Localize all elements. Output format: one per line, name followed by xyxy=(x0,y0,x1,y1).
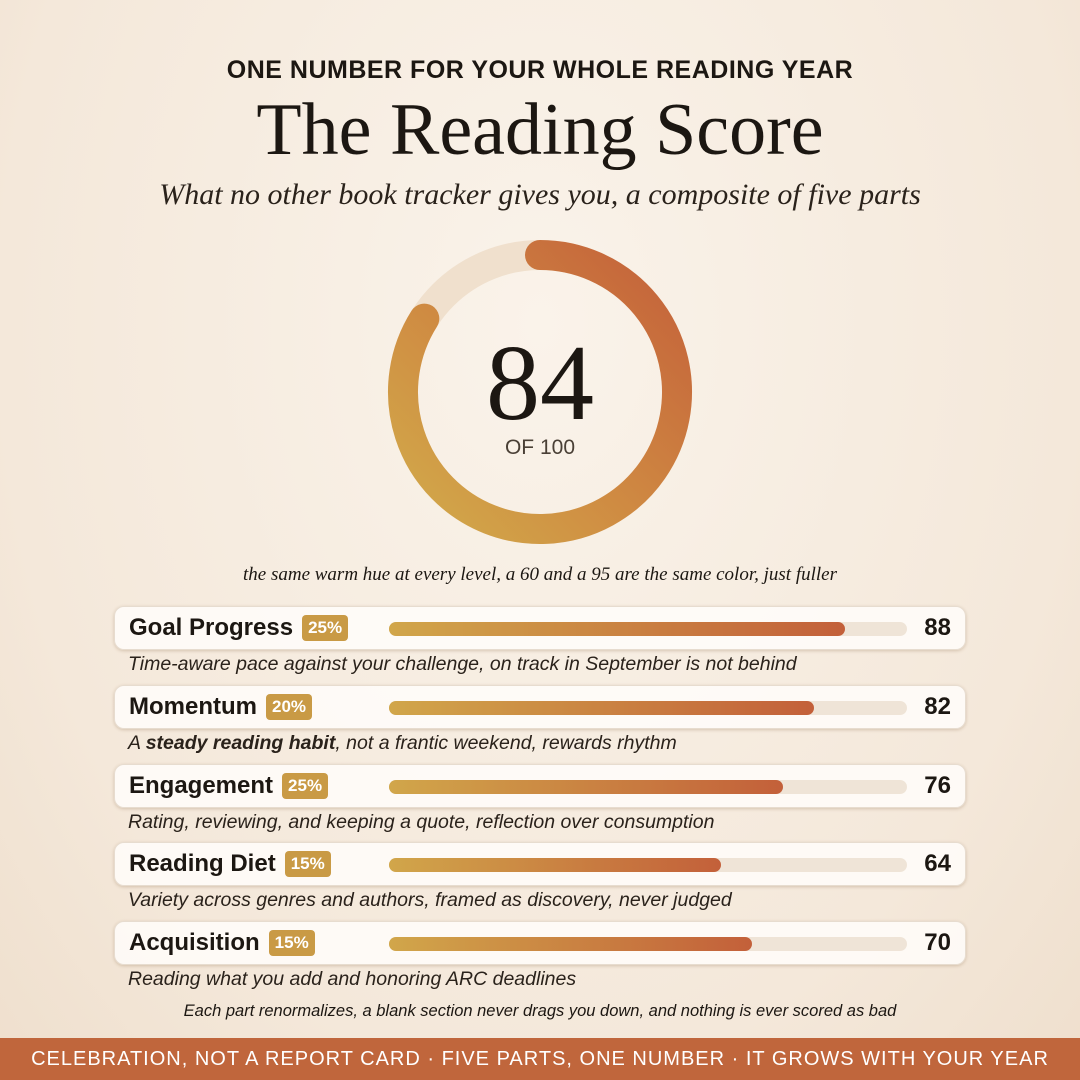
part-card: Goal Progress 25% 88 xyxy=(114,606,966,650)
part-card: Engagement 25% 76 xyxy=(114,763,966,808)
bar-fill xyxy=(389,700,814,715)
part-description: Reading what you add and honoring ARC de… xyxy=(128,968,577,990)
part-description: Variety across genres and authors, frame… xyxy=(128,889,732,912)
bar-fill xyxy=(389,858,721,873)
bar-track xyxy=(389,779,907,794)
part-value: 82 xyxy=(924,692,951,720)
part-name: Momentum xyxy=(129,692,257,720)
part-card: Reading Diet 15% 64 xyxy=(114,842,966,887)
part-weight: 15% xyxy=(284,851,331,878)
part-name: Acquisition xyxy=(129,929,260,956)
part-weight: 15% xyxy=(268,930,315,956)
score-ring xyxy=(388,240,692,544)
part-weight: 25% xyxy=(302,615,349,641)
part-value: 76 xyxy=(924,771,951,799)
bar-track xyxy=(389,622,907,636)
bar-track xyxy=(389,937,907,951)
part-card: Momentum 20% 82 xyxy=(114,684,966,729)
bar-fill xyxy=(389,937,752,951)
part-description: Rating, reviewing, and keeping a quote, … xyxy=(128,810,715,833)
banner: CELEBRATION, NOT A REPORT CARD · FIVE PA… xyxy=(0,1038,1080,1080)
description-text: A xyxy=(128,731,146,754)
description-emphasis: steady reading habit xyxy=(145,731,336,754)
part-description: A steady reading habit, not a frantic we… xyxy=(128,732,677,755)
score-note: the same warm hue at every level, a 60 a… xyxy=(243,564,837,585)
subtitle: What no other book tracker gives you, a … xyxy=(159,178,921,211)
bar-track xyxy=(389,858,907,873)
part-value: 64 xyxy=(924,850,951,878)
title: The Reading Score xyxy=(256,89,824,171)
part-name: Engagement xyxy=(129,771,274,799)
score-value: 84 xyxy=(486,324,594,443)
part-value: 88 xyxy=(924,614,951,641)
score-max: OF 100 xyxy=(504,436,576,459)
footnote: Each part renormalizes, a blank section … xyxy=(183,1002,897,1020)
part-name: Goal Progress xyxy=(129,614,294,641)
part-card: Acquisition 15% 70 xyxy=(114,921,966,965)
part-weight: 25% xyxy=(282,772,329,799)
bar-fill xyxy=(389,622,845,636)
part-weight: 20% xyxy=(266,693,313,720)
bar-fill xyxy=(389,779,783,794)
score-arc xyxy=(388,240,692,544)
bar-track xyxy=(389,700,907,715)
part-value: 70 xyxy=(924,929,951,956)
kicker: ONE NUMBER FOR YOUR WHOLE READING YEAR xyxy=(226,56,854,84)
part-description: Time-aware pace against your challenge, … xyxy=(128,653,797,675)
part-name: Reading Diet xyxy=(129,850,276,878)
description-text: , not a frantic weekend, rewards rhythm xyxy=(335,731,677,754)
